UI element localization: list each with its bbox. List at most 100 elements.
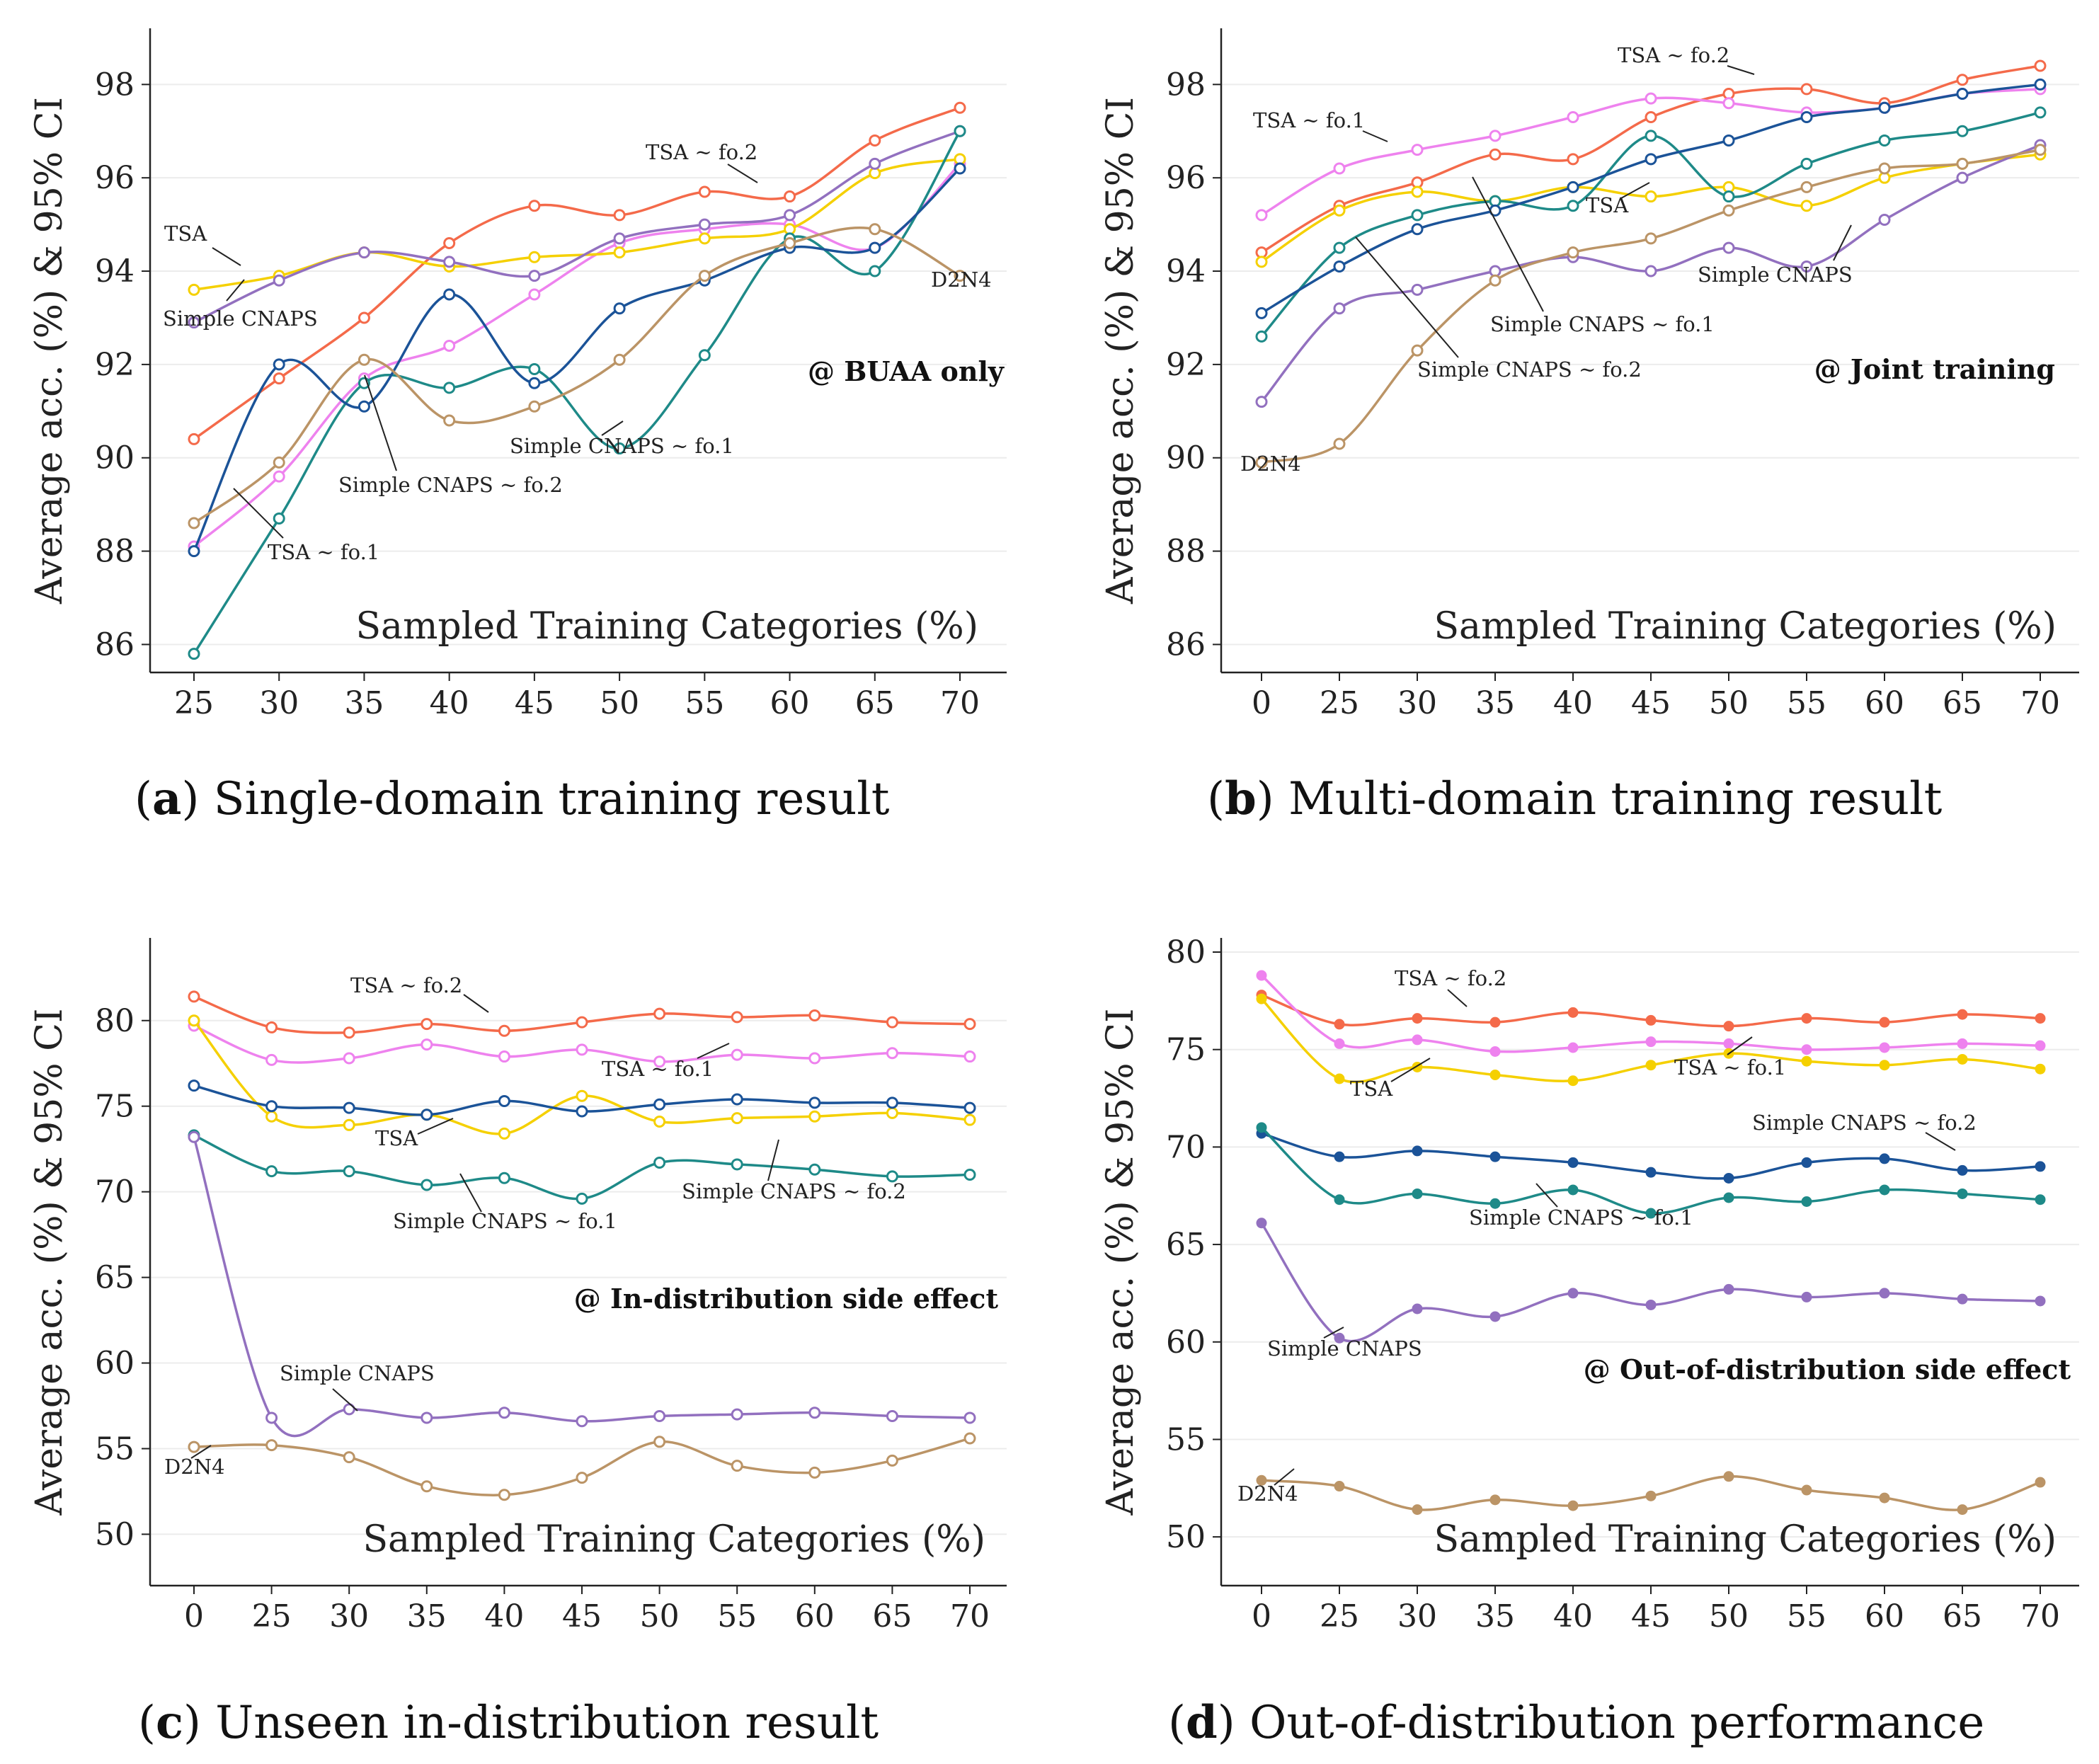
y-tick-label: 98: [95, 67, 135, 103]
data-point: [343, 1026, 355, 1039]
y-tick-label: 92: [1166, 347, 1206, 383]
data-point: [1801, 1055, 1812, 1067]
data-point: [963, 1113, 976, 1126]
y-tick-label: 70: [1166, 1129, 1206, 1165]
data-point: [1801, 1044, 1812, 1055]
annotation-label: TSA ~ fo.2: [350, 973, 462, 997]
data-point: [963, 1101, 976, 1114]
y-axis-label: Average acc. (%) & 95% CI: [1099, 97, 1142, 605]
data-point: [421, 1480, 433, 1493]
data-point: [421, 1018, 433, 1031]
series-tsa-fo-1: [188, 1019, 976, 1068]
data-point: [954, 270, 966, 282]
data-point: [1956, 171, 1969, 184]
scenario-tag: @ BUAA only: [808, 355, 1005, 387]
x-tick-label: 40: [1553, 1598, 1593, 1634]
data-point: [2035, 1040, 2046, 1051]
panel-caption: (a) Single-domain training result: [135, 772, 890, 825]
data-point: [498, 1094, 510, 1107]
annotation-leader: [364, 374, 397, 471]
y-axis-label: Average acc. (%) & 95% CI: [28, 97, 71, 605]
series-d2n4: [188, 223, 966, 529]
data-point: [1645, 1208, 1657, 1219]
data-point: [443, 288, 456, 301]
x-tick-label: 70: [950, 1598, 990, 1634]
caption-letter: b: [1225, 772, 1257, 825]
data-point: [808, 1466, 821, 1479]
data-point: [1256, 993, 1267, 1004]
data-point: [1645, 1036, 1657, 1048]
data-point: [886, 1047, 898, 1060]
data-point: [1256, 970, 1267, 981]
data-point: [869, 134, 881, 147]
data-point: [273, 358, 285, 371]
x-tick-label: 50: [600, 685, 639, 721]
x-axis-label: Sampled Training Categories (%): [1434, 1518, 2057, 1561]
data-point: [731, 1408, 743, 1421]
annotation-label: TSA: [164, 222, 207, 246]
data-point: [1333, 241, 1346, 254]
data-point: [954, 101, 966, 114]
y-tick-label: 55: [1166, 1421, 1206, 1457]
data-point: [188, 316, 200, 329]
data-point: [1722, 97, 1735, 110]
data-point: [421, 1179, 433, 1191]
x-tick-label: 50: [1709, 685, 1749, 721]
data-point: [2034, 59, 2047, 72]
data-point: [1489, 1151, 1501, 1162]
series-line: [193, 130, 961, 655]
data-point: [1645, 110, 1657, 123]
panel-caption: (b) Multi-domain training result: [1207, 772, 1943, 825]
data-point: [1879, 1288, 1890, 1299]
data-point: [1879, 1042, 1890, 1053]
data-point: [784, 209, 796, 222]
data-point: [1956, 157, 1969, 170]
data-point: [1255, 307, 1268, 319]
data-point: [1723, 1283, 1734, 1295]
data-point: [265, 1021, 278, 1033]
data-point: [1879, 1016, 1890, 1028]
series-simple-cnaps: [188, 125, 966, 329]
y-tick-label: 75: [95, 1089, 135, 1125]
data-point: [1412, 1504, 1423, 1516]
caption-paren: (: [135, 773, 152, 825]
data-point: [1957, 1009, 1968, 1020]
annotation-leader: [1925, 1132, 1956, 1151]
data-point: [576, 1043, 588, 1056]
data-point: [528, 288, 541, 301]
caption-text: ) Out-of-distribution performance: [1218, 1697, 1984, 1749]
data-point: [265, 1165, 278, 1178]
data-point: [869, 241, 881, 254]
annotation-leader: [1323, 1327, 1344, 1339]
data-point: [1801, 1291, 1812, 1302]
series-simple-cnaps-fo-1: [1256, 1122, 2046, 1219]
data-point: [1411, 185, 1424, 198]
x-tick-label: 45: [515, 685, 554, 721]
data-point: [1333, 302, 1346, 315]
data-point: [1333, 437, 1346, 450]
data-point: [1800, 157, 1813, 170]
data-point: [1255, 209, 1268, 222]
series-simple-cnaps-fo-1: [188, 125, 966, 660]
data-point: [653, 1007, 666, 1020]
data-point: [1567, 1184, 1579, 1196]
series-line: [193, 226, 961, 525]
y-tick-label: 70: [95, 1174, 135, 1210]
data-point: [1956, 125, 1969, 137]
data-point: [1878, 101, 1891, 114]
y-tick-label: 55: [95, 1431, 135, 1467]
series-simple-cnaps: [188, 1130, 976, 1438]
series-d2n4: [1255, 144, 2047, 469]
data-point: [808, 1052, 821, 1065]
x-tick-label: 40: [430, 685, 469, 721]
series-d2n4: [188, 1432, 976, 1501]
annotation-label: Simple CNAPS ~ fo.2: [338, 473, 563, 497]
annotation-label: TSA ~ fo.2: [1618, 43, 1729, 67]
data-point: [273, 274, 285, 287]
annotation-label: TSA: [1586, 193, 1629, 217]
data-point: [443, 340, 456, 353]
annotation-label: TSA: [1350, 1077, 1393, 1101]
panel-caption: (d) Out-of-distribution performance: [1168, 1696, 1984, 1749]
annotation-leader: [1727, 1036, 1753, 1055]
x-tick-label: 65: [1943, 685, 1982, 721]
